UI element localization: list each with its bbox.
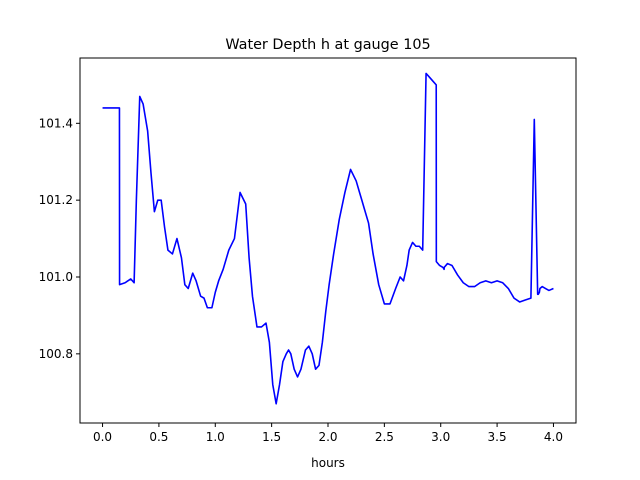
x-axis-label: hours [311,456,345,470]
x-tick-label: 2.0 [318,430,337,444]
y-tick-label: 101.4 [39,116,73,130]
x-tick-label: 3.5 [488,430,507,444]
x-tick-label: 4.0 [544,430,563,444]
chart-title: Water Depth h at gauge 105 [225,37,430,53]
y-tick-label: 100.8 [39,347,73,361]
x-tick-label: 0.0 [93,430,112,444]
axes-frame [79,57,577,424]
plot-area [102,72,554,405]
x-tick-label: 3.0 [431,430,450,444]
x-tick-label: 0.5 [149,430,168,444]
axis-ticks: 0.0 0.5 1.0 1.5 2.0 2.5 3.0 3.5 4.0 100.8 101.0 101… [39,116,563,444]
y-tick-label: 101.2 [39,193,73,207]
series-line-0 [102,72,554,405]
y-tick-label: 101.0 [39,270,73,284]
x-tick-label: 2.5 [375,430,394,444]
x-tick-label: 1.5 [262,430,281,444]
x-tick-label: 1.0 [206,430,225,444]
